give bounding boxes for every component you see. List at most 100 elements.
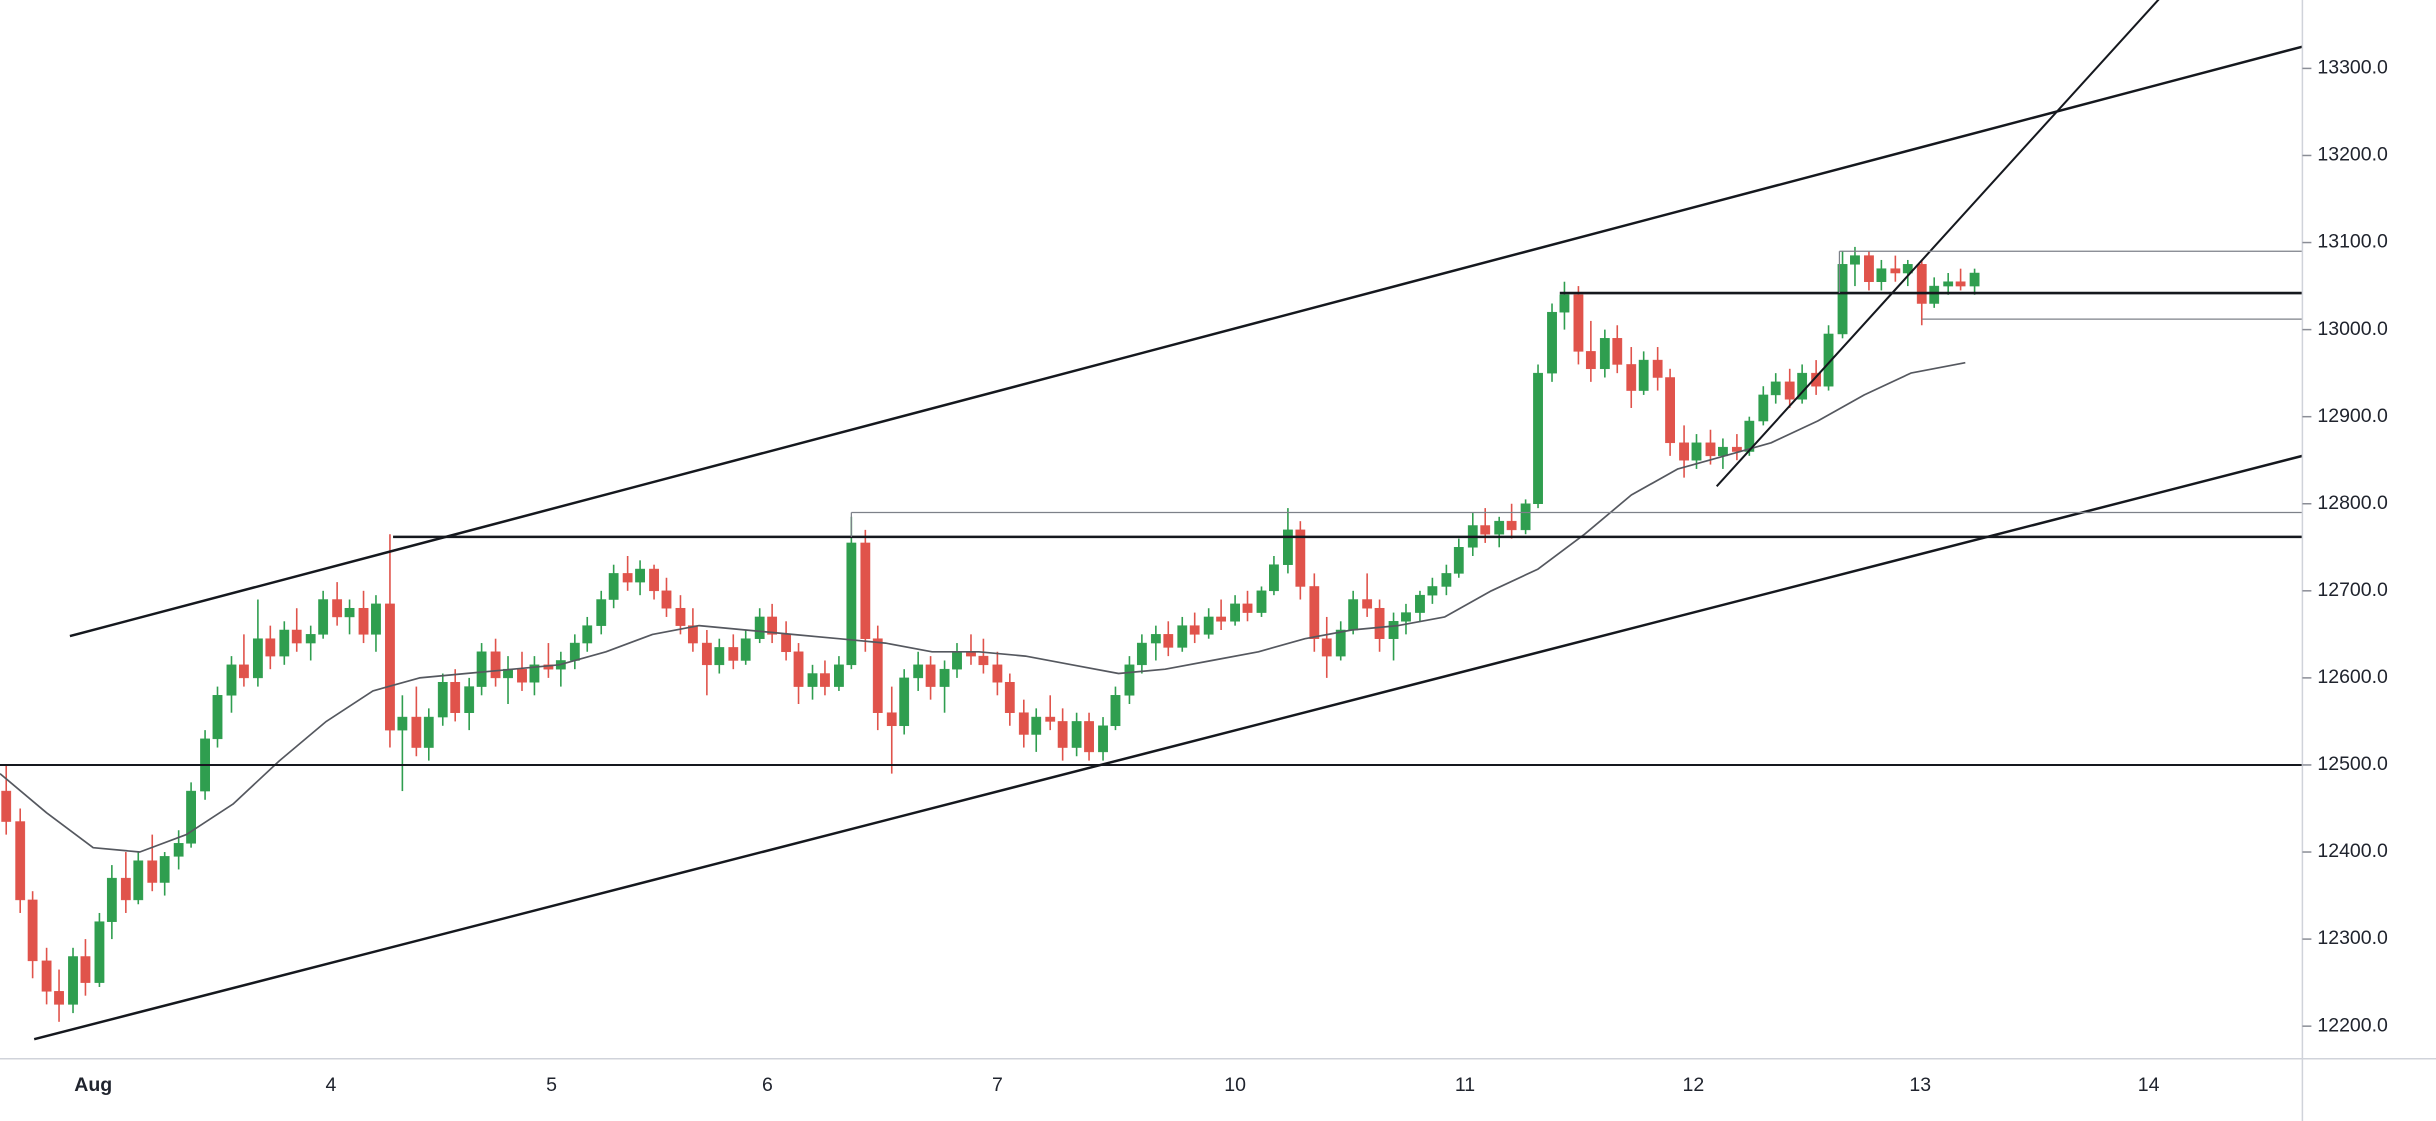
candle-body <box>714 647 725 666</box>
candle <box>1585 320 1596 382</box>
candle <box>212 686 223 748</box>
candle <box>15 808 26 913</box>
time-axis-hit-area[interactable] <box>0 1059 2436 1121</box>
candle-body <box>279 629 290 657</box>
candle-body <box>1348 599 1359 631</box>
candle <box>1335 621 1346 661</box>
candle <box>291 608 302 652</box>
candle <box>1362 573 1373 617</box>
candle-body <box>1441 573 1452 587</box>
candle-body <box>476 651 487 687</box>
candle <box>754 608 765 644</box>
candle-body <box>1098 725 1108 753</box>
candle-body <box>54 991 64 1005</box>
candle-body <box>1758 394 1769 422</box>
candle-body <box>1110 695 1121 727</box>
candle <box>1547 303 1557 382</box>
candle <box>1969 268 1980 295</box>
price-axis-hit-area[interactable] <box>2302 0 2436 1059</box>
candle <box>80 939 91 996</box>
price-tick-label: 12900.0 <box>2317 405 2388 427</box>
candle-body <box>1071 721 1082 748</box>
candle <box>675 595 686 635</box>
candle <box>120 852 131 913</box>
candle-body <box>80 956 91 983</box>
candle-body <box>397 716 408 731</box>
candle-body <box>899 677 910 727</box>
candle-body <box>1599 338 1610 370</box>
candle-body <box>1189 625 1200 635</box>
time-tick-label: 14 <box>2138 1074 2160 1096</box>
candle-body <box>1295 529 1306 587</box>
candle-body <box>1057 721 1068 748</box>
price-axis[interactable]: 13300.0 13200.0 13100.0 13000.0 12900.0 12800… <box>2302 57 2388 1037</box>
candle-body <box>1559 294 1570 313</box>
candle <box>1269 555 1279 596</box>
candle <box>239 634 249 687</box>
candle-body <box>1084 721 1094 753</box>
candle-body <box>1309 586 1320 639</box>
candle <box>1110 686 1121 731</box>
candle <box>687 608 698 652</box>
candle-body <box>687 625 698 644</box>
candle <box>1401 603 1411 635</box>
price-tick-label: 13200.0 <box>2317 144 2388 166</box>
price-tick-label: 12700.0 <box>2317 579 2388 601</box>
candle-body <box>371 603 381 635</box>
candle <box>608 564 619 609</box>
candle <box>886 686 897 774</box>
candle <box>596 590 607 635</box>
price-tick-label: 12200.0 <box>2317 1014 2388 1036</box>
trendline-2[interactable] <box>33 454 2303 1041</box>
candle-body <box>1283 529 1293 565</box>
candle-body <box>318 599 329 635</box>
candle <box>834 656 844 691</box>
candle <box>1943 273 1954 295</box>
candle-body <box>1573 294 1584 352</box>
candle-body <box>1335 629 1346 657</box>
candle-body <box>106 877 117 922</box>
candle-body <box>1705 442 1716 457</box>
candle-body <box>1585 351 1596 370</box>
time-axis[interactable]: Aug 4 5 6 7 10 11 12 13 14 <box>74 1074 2159 1096</box>
candle <box>1494 516 1505 548</box>
candle-body <box>1652 359 1663 378</box>
candle-body <box>186 790 197 844</box>
candle-body <box>860 542 871 639</box>
candle <box>1150 625 1161 661</box>
candle-body <box>529 664 540 683</box>
candle-body <box>649 568 659 592</box>
candle-body <box>1612 338 1623 365</box>
candle-body <box>1533 372 1543 505</box>
candle <box>649 564 659 600</box>
ma-line[interactable] <box>0 361 1966 853</box>
candle-body <box>120 877 131 901</box>
candle <box>582 616 593 652</box>
trendline-3[interactable] <box>1715 0 2168 488</box>
candle-body <box>635 568 645 583</box>
candle <box>490 638 501 687</box>
candle-body <box>147 860 158 883</box>
candle-body <box>212 695 223 740</box>
candle <box>714 638 725 674</box>
candle-body <box>1177 625 1188 648</box>
candle <box>1902 259 1913 287</box>
candle-body <box>1520 503 1531 531</box>
candle-body <box>1269 564 1279 592</box>
candle-body <box>1045 716 1056 722</box>
candle <box>701 629 712 696</box>
candle <box>68 947 78 1014</box>
candle-body <box>305 634 316 644</box>
candle <box>1124 656 1135 705</box>
candle <box>1203 608 1214 639</box>
candle <box>1388 612 1399 661</box>
time-tick-label: 10 <box>1224 1074 1246 1096</box>
price-tick-label: 12800.0 <box>2317 492 2388 514</box>
candle-body <box>1362 599 1373 609</box>
candle <box>1864 251 1874 291</box>
candle <box>767 603 778 644</box>
candle <box>807 664 818 700</box>
